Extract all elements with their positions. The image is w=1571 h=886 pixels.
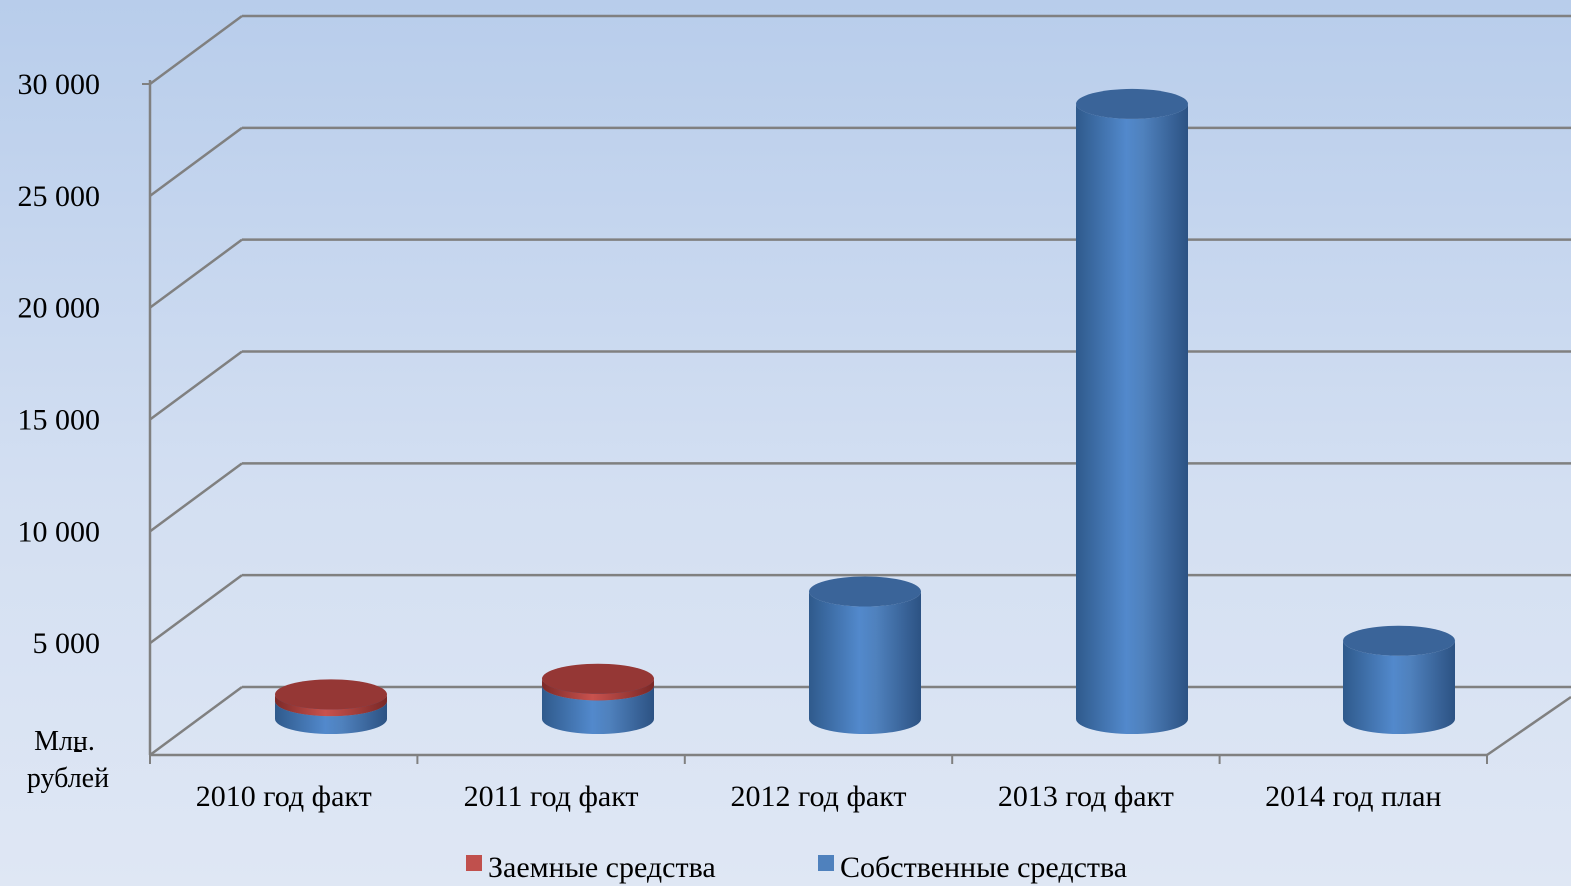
legend-label: Заемные средства — [488, 851, 716, 884]
x-tick-label: 2013 год факт — [998, 780, 1174, 813]
x-tick-label: 2012 год факт — [730, 780, 906, 813]
legend: Заемные средства Собственные средства — [466, 851, 1127, 884]
bar-loan-2-top — [542, 663, 654, 694]
y-axis-unit-label: Млн. рублей — [27, 726, 109, 794]
bars — [275, 88, 1455, 734]
y-axis-unit-line-1: Млн. — [34, 726, 95, 757]
bar-own-3-body — [809, 591, 921, 734]
bar-own-3-top — [809, 576, 921, 607]
bar-loan-1-top — [275, 679, 387, 710]
bar-loan-1-body — [275, 694, 387, 717]
bar-own-1-body — [275, 701, 387, 734]
bar-own-5-body — [1343, 640, 1455, 734]
side-gridline — [149, 238, 243, 309]
y-tick-label: 20 000 — [18, 292, 101, 325]
side-gridline — [149, 14, 243, 86]
bar-loan-2 — [542, 663, 654, 701]
bar-own-5-top — [1343, 625, 1455, 656]
y-tick-label: 15 000 — [18, 404, 101, 437]
side-gridline — [149, 574, 243, 645]
x-tick-label: 2010 год факт — [196, 780, 372, 813]
side-gridline — [149, 685, 243, 757]
y-tick-label: 25 000 — [18, 180, 101, 213]
legend-label: Собственные средства — [840, 851, 1127, 884]
legend-swatch — [466, 855, 482, 871]
bar-own-4-top — [1076, 88, 1188, 119]
bar-own-2-body — [542, 685, 654, 734]
bar-own-4-body — [1076, 103, 1188, 734]
floor-edge-line — [1486, 695, 1571, 757]
bar-own-3 — [809, 576, 921, 734]
axes — [142, 80, 1571, 764]
y-tick-label: 5 000 — [33, 627, 101, 660]
y-axis-unit-line-2: рублей — [27, 763, 109, 794]
y-tick-label: 10 000 — [18, 515, 101, 548]
legend-swatch — [818, 855, 834, 871]
y-tick-label: - — [73, 732, 83, 765]
x-tick-label: 2011 год факт — [464, 780, 639, 813]
side-gridline — [149, 462, 243, 533]
side-gridline — [149, 126, 243, 197]
bar-own-4 — [1076, 88, 1188, 734]
side-gridline — [149, 350, 243, 421]
bar-loan-2-body — [542, 678, 654, 701]
y-tick-labels: 30 000 25 000 20 000 15 000 10 000 5 000 - — [18, 68, 101, 765]
x-tick-label: 2014 год план — [1265, 780, 1441, 813]
y-tick-label: 30 000 — [18, 68, 101, 101]
bar-loan-1 — [275, 679, 387, 717]
category-labels: 2010 год факт 2011 год факт 2012 год факт 2… — [196, 780, 1442, 813]
bar-own-5 — [1343, 625, 1455, 734]
